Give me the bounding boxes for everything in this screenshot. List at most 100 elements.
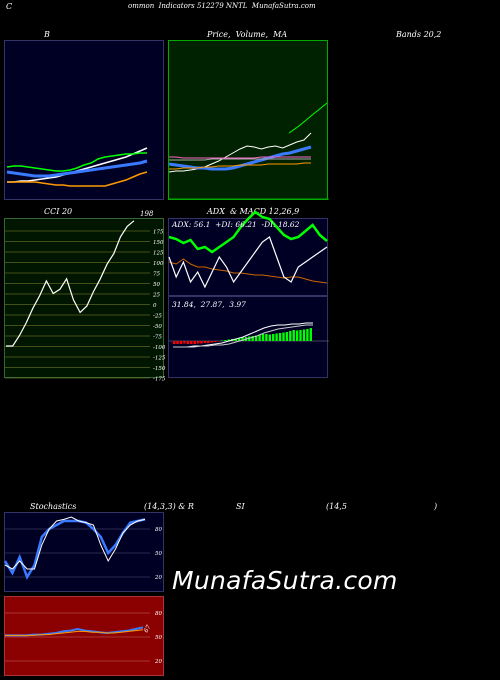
cci-last-value: 198 <box>140 210 154 218</box>
macd-bar <box>302 329 306 341</box>
page-title: ommon Indicators 512279 NNTL MunafaSutra… <box>128 2 316 10</box>
cci-tick-label: 125 <box>153 251 164 257</box>
rsi-params: (14,5 <box>326 502 347 511</box>
macd-bar <box>203 341 207 343</box>
plus-di-line <box>168 236 328 289</box>
bollinger-series-line <box>6 159 148 178</box>
rsi-tick-label: 80 <box>155 611 162 617</box>
stoch-chart: 80 50 20 <box>3 516 162 581</box>
macd-bar <box>261 334 265 341</box>
cci-line <box>6 220 135 347</box>
stoch-params: (14,3,3) & R <box>144 502 194 511</box>
macd-bar <box>207 341 210 343</box>
rsi-close-paren: ) <box>434 502 438 511</box>
macd-bar <box>234 338 237 341</box>
macd-bar <box>186 341 190 344</box>
rsi-chart: 80 50 20 67 <box>5 611 162 665</box>
macd-bar <box>193 341 196 344</box>
macd-bar <box>255 335 258 341</box>
macd-bar <box>295 330 299 341</box>
adx-values: ADX: 56.1 +DI: 66.21 -DI: 18.62 <box>172 220 300 229</box>
price-series-line <box>168 132 312 173</box>
cci-tick-label: -150 <box>153 366 166 372</box>
minus-di-line <box>168 258 328 284</box>
rsi-tick-label: 20 <box>154 659 162 665</box>
price-series-line <box>169 162 311 170</box>
cci-tick-label: 0 <box>153 303 157 309</box>
macd-bar <box>237 338 241 341</box>
price-panel <box>168 40 329 200</box>
rsi-last-value: 67 <box>143 624 153 634</box>
price-chart <box>168 102 329 200</box>
macd-bar <box>285 332 289 341</box>
cci-tick-label: 75 <box>153 272 160 278</box>
macd-bar <box>217 341 220 342</box>
macd-bar <box>278 333 282 341</box>
macd-bar <box>292 330 295 341</box>
price-trend-line <box>288 102 328 134</box>
macd-bar <box>306 329 309 341</box>
macd-panel: 31.84, 27.87, 3.97 <box>168 296 329 378</box>
macd-bar <box>251 336 254 341</box>
rsi-panel: 80 50 20 67 <box>4 596 164 676</box>
price-series-line <box>169 158 311 161</box>
macd-bar <box>241 337 244 341</box>
macd-bar <box>196 341 200 344</box>
macd-bar <box>275 333 278 341</box>
rsi-tick-label: 50 <box>155 635 162 641</box>
macd-bar <box>272 334 275 341</box>
watermark: MunafaSutra.com <box>172 566 398 595</box>
bollinger-series-line <box>6 152 147 172</box>
macd-bar <box>214 341 217 342</box>
cci-tick-label: 50 <box>153 282 160 288</box>
macd-bar <box>173 341 176 344</box>
macd-bar <box>248 336 251 341</box>
adx-chart <box>168 210 328 289</box>
bollinger-chart <box>6 147 148 187</box>
stoch-label: Stochastics <box>30 502 77 511</box>
cci-tick-label: 150 <box>153 240 164 246</box>
cci-tick-label: -100 <box>153 345 166 351</box>
stoch-panel: 80 50 20 <box>3 512 164 592</box>
macd-bar <box>210 341 213 343</box>
bollinger-panel <box>4 40 164 200</box>
macd-bar <box>190 341 193 344</box>
cci-chart: 175 150 125 100 75 50 25 0 -25 -50 -75 -100 -125 -150… <box>5 220 166 383</box>
cci-tick-label: 100 <box>153 261 164 267</box>
macd-bar <box>220 340 224 341</box>
macd-bar <box>183 341 186 344</box>
macd-bar <box>258 335 261 341</box>
header-prefix: C <box>6 2 13 11</box>
stoch-series-line <box>4 516 146 570</box>
macd-bar <box>289 331 292 341</box>
macd-bar <box>227 339 230 341</box>
macd-chart <box>169 322 329 348</box>
rsi-series-line <box>5 629 144 636</box>
adx-panel: ADX: 56.1 +DI: 66.21 -DI: 18.62 <box>168 210 328 296</box>
cci-panel: 175 150 125 100 75 50 25 0 -25 -50 -75 -100 -125 -150… <box>4 218 166 383</box>
macd-values: 31.84, 27.87, 3.97 <box>172 300 246 309</box>
macd-bar <box>200 341 203 344</box>
stoch-tick-label: 50 <box>155 551 162 557</box>
cci-tick-label: 25 <box>152 293 160 299</box>
macd-bar <box>268 334 271 341</box>
macd-bar <box>309 328 312 341</box>
price-series-line <box>168 145 312 171</box>
cci-tick-label: -25 <box>153 314 162 320</box>
macd-bar <box>282 332 285 341</box>
bollinger-series-line <box>7 171 148 187</box>
cci-tick-label: -125 <box>153 356 166 362</box>
adx-line <box>168 210 328 254</box>
macd-bar <box>224 340 227 341</box>
cci-label: CCI 20 <box>44 207 73 216</box>
bollinger-label: B <box>44 30 50 39</box>
macd-bar <box>265 334 268 341</box>
macd-line <box>173 322 313 348</box>
cci-tick-label: -50 <box>153 324 162 330</box>
macd-bar <box>179 341 183 344</box>
macd-bar <box>299 330 302 341</box>
stoch-tick-label: 20 <box>154 575 162 581</box>
stoch-tick-label: 80 <box>155 527 162 533</box>
rsi-label-si: SI <box>236 502 245 511</box>
price-series-line <box>169 156 311 159</box>
